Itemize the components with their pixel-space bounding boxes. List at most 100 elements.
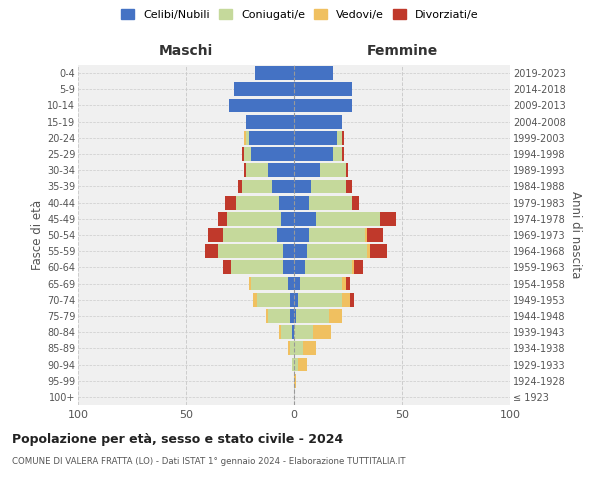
Bar [365,228,367,242]
Bar [294,358,298,372]
Bar [294,244,307,258]
Bar [218,212,227,226]
Bar [346,276,350,290]
Bar [266,309,268,323]
Bar [294,131,337,144]
Bar [311,180,346,194]
Bar [253,293,257,306]
Bar [251,147,294,161]
Bar [268,164,294,177]
Bar [227,212,281,226]
Bar [294,147,333,161]
Bar [290,309,294,323]
Bar [298,358,307,372]
Bar [341,276,346,290]
Bar [238,180,242,194]
Bar [290,293,294,306]
Bar [307,244,367,258]
Bar [333,147,341,161]
Bar [370,244,387,258]
Bar [352,196,359,209]
Bar [298,293,341,306]
Bar [367,244,370,258]
Bar [257,293,290,306]
Bar [223,260,232,274]
Bar [294,309,296,323]
Bar [302,342,316,355]
Bar [290,342,294,355]
Bar [294,293,298,306]
Bar [248,276,251,290]
Bar [294,212,316,226]
Bar [244,131,247,144]
Bar [247,131,248,144]
Bar [294,66,333,80]
Bar [341,293,350,306]
Legend: Celibi/Nubili, Coniugati/e, Vedovi/e, Divorziati/e: Celibi/Nubili, Coniugati/e, Vedovi/e, Di… [118,6,482,23]
Bar [205,244,218,258]
Bar [292,326,294,339]
Bar [294,228,309,242]
Text: Femmine: Femmine [367,44,437,58]
Bar [316,212,380,226]
Bar [294,115,341,128]
Bar [301,276,341,290]
Bar [294,164,320,177]
Bar [294,180,311,194]
Bar [242,147,244,161]
Bar [346,164,348,177]
Bar [294,82,352,96]
Bar [251,276,287,290]
Bar [232,260,283,274]
Bar [236,196,279,209]
Bar [329,309,341,323]
Bar [268,309,290,323]
Y-axis label: Anni di nascita: Anni di nascita [569,192,583,278]
Bar [244,147,251,161]
Bar [294,260,305,274]
Bar [355,260,363,274]
Bar [242,180,272,194]
Bar [294,196,309,209]
Bar [208,228,223,242]
Bar [229,98,294,112]
Bar [281,212,294,226]
Bar [309,228,365,242]
Bar [341,147,344,161]
Text: COMUNE DI VALERA FRATTA (LO) - Dati ISTAT 1° gennaio 2024 - Elaborazione TUTTITA: COMUNE DI VALERA FRATTA (LO) - Dati ISTA… [12,458,406,466]
Bar [296,309,329,323]
Text: Popolazione per età, sesso e stato civile - 2024: Popolazione per età, sesso e stato civil… [12,432,343,446]
Bar [247,115,294,128]
Bar [350,293,355,306]
Bar [341,131,344,144]
Bar [287,342,290,355]
Bar [309,196,352,209]
Bar [223,228,277,242]
Bar [255,66,294,80]
Bar [287,276,294,290]
Bar [233,82,294,96]
Bar [283,260,294,274]
Text: Maschi: Maschi [159,44,213,58]
Bar [247,164,268,177]
Bar [292,358,294,372]
Bar [272,180,294,194]
Bar [337,131,341,144]
Bar [313,326,331,339]
Bar [281,326,292,339]
Bar [320,164,346,177]
Bar [225,196,236,209]
Bar [244,164,247,177]
Bar [294,276,301,290]
Y-axis label: Fasce di età: Fasce di età [31,200,44,270]
Bar [279,196,294,209]
Bar [346,180,352,194]
Bar [380,212,395,226]
Bar [367,228,383,242]
Bar [294,326,313,339]
Bar [218,244,283,258]
Bar [283,244,294,258]
Bar [294,98,352,112]
Bar [248,131,294,144]
Bar [294,374,296,388]
